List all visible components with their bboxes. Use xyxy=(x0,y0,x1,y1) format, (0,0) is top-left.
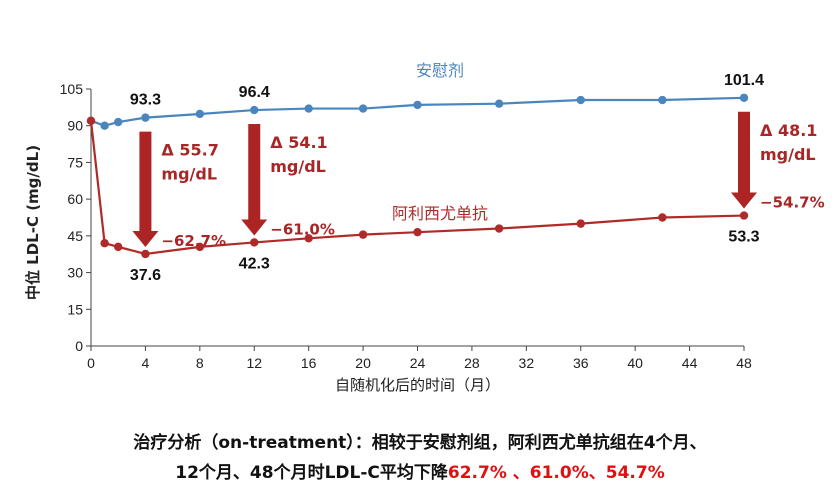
y-tick-label: 75 xyxy=(67,154,83,170)
delta-unit: mg/dL xyxy=(161,165,217,184)
x-tick-label: 20 xyxy=(355,355,371,371)
y-tick-label: 0 xyxy=(75,338,83,354)
reduction-arrow xyxy=(731,111,757,209)
y-tick-label: 60 xyxy=(67,191,83,207)
data-point-0 xyxy=(739,93,749,103)
data-point-0 xyxy=(141,113,150,122)
caption-line-2: 12个月、48个月时LDL-C平均下降62.7% 、61.0%、54.7% xyxy=(0,458,840,483)
data-point-1 xyxy=(250,238,259,247)
x-tick-label: 0 xyxy=(87,355,95,371)
y-tick-label: 45 xyxy=(67,228,83,244)
x-tick-label: 36 xyxy=(573,355,589,371)
data-point-1 xyxy=(195,242,205,252)
x-tick-label: 40 xyxy=(627,355,643,371)
data-point-1 xyxy=(494,224,504,233)
x-tick-label: 8 xyxy=(196,355,204,371)
data-point-0 xyxy=(576,95,585,105)
x-tick-label: 16 xyxy=(301,355,317,371)
x-axis-title: 自随机化后的时间（月） xyxy=(335,376,500,394)
value-label: 93.3 xyxy=(130,92,161,109)
data-point-1 xyxy=(358,230,368,239)
delta-value: Δ 54.1 xyxy=(270,133,327,152)
data-point-0 xyxy=(413,100,422,110)
x-tick-label: 24 xyxy=(410,355,426,371)
x-tick-label: 44 xyxy=(682,355,698,371)
data-point-0 xyxy=(658,95,667,105)
reduction-arrow xyxy=(132,131,159,247)
y-tick-label: 15 xyxy=(67,301,83,317)
delta-value: Δ 48.1 xyxy=(760,121,817,140)
data-point-1 xyxy=(114,242,123,252)
caption-highlight: 62.7% 、61.0%、54.7% xyxy=(447,463,665,483)
caption-line-1: 治疗分析（on-treatment）：相较于安慰剂组，阿利西尤单抗组在4个月、 xyxy=(133,433,707,453)
value-label: 53.3 xyxy=(728,229,759,246)
value-label: 37.6 xyxy=(130,267,161,284)
value-label: 96.4 xyxy=(239,84,270,101)
data-point-1 xyxy=(304,234,313,243)
x-tick-label: 12 xyxy=(246,355,262,371)
data-point-0 xyxy=(195,109,205,119)
data-point-1 xyxy=(141,249,150,259)
percent-reduction: −62.7% xyxy=(161,232,226,250)
data-point-1 xyxy=(100,239,109,248)
x-tick-label: 48 xyxy=(736,355,752,371)
series-label-placebo: 安慰剂 xyxy=(416,61,464,80)
x-tick-label: 28 xyxy=(464,355,480,371)
reduction-arrows xyxy=(132,111,757,247)
data-point-0 xyxy=(358,104,368,113)
value-label: 101.4 xyxy=(724,72,764,89)
delta-unit: mg/dL xyxy=(270,157,326,176)
y-tick-label: 105 xyxy=(60,81,84,97)
y-axis-title: 中位 LDL-C (mg/dL) xyxy=(24,145,42,300)
data-point-1 xyxy=(739,211,749,220)
data-point-1 xyxy=(86,116,96,126)
y-tick-label: 30 xyxy=(67,265,83,281)
data-point-1 xyxy=(576,219,585,228)
chart-labels: Δ 55.7 mg/dL −62.7% Δ 54.1 mg/dL −61.0% Δ 48.1… xyxy=(130,61,825,284)
series-lines xyxy=(86,93,749,259)
x-tick-label: 4 xyxy=(142,355,150,371)
caption-line-2-prefix: 12个月、48个月时LDL-C平均下降 xyxy=(175,463,448,483)
value-label: 42.3 xyxy=(239,255,270,272)
data-point-0 xyxy=(250,105,259,115)
reduction-arrow xyxy=(241,124,268,236)
data-point-0 xyxy=(114,117,123,127)
data-point-0 xyxy=(304,104,313,113)
data-point-1 xyxy=(658,213,667,222)
delta-value: Δ 55.7 xyxy=(161,141,218,160)
data-point-0 xyxy=(100,121,109,130)
y-tick-label: 90 xyxy=(67,118,83,134)
series-label-alirocumab: 阿利西尤单抗 xyxy=(392,204,488,223)
percent-reduction: −54.7% xyxy=(760,194,825,212)
delta-unit: mg/dL xyxy=(760,145,816,164)
data-point-0 xyxy=(494,99,504,108)
percent-reduction: −61.0% xyxy=(270,220,335,238)
data-point-1 xyxy=(413,227,422,237)
x-tick-label: 32 xyxy=(519,355,535,371)
